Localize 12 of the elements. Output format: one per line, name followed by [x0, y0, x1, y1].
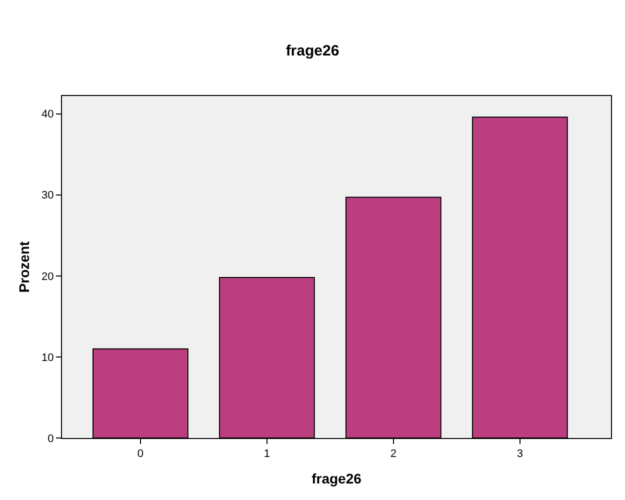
x-tick-label: 0: [137, 448, 144, 460]
y-tick-label: 0: [48, 432, 54, 445]
y-tick-label: 40: [42, 108, 54, 121]
y-tick-label: 10: [42, 352, 54, 364]
chart-title: frage26: [286, 42, 340, 60]
x-tick-label: 2: [390, 448, 396, 460]
y-axis-title: Prozent: [16, 240, 32, 293]
x-tick-label: 1: [264, 448, 270, 460]
x-axis-title: frage26: [312, 470, 362, 486]
y-tick-label: 30: [42, 190, 54, 202]
x-tick-label: 3: [516, 448, 523, 460]
y-tick-label: 20: [42, 270, 54, 283]
